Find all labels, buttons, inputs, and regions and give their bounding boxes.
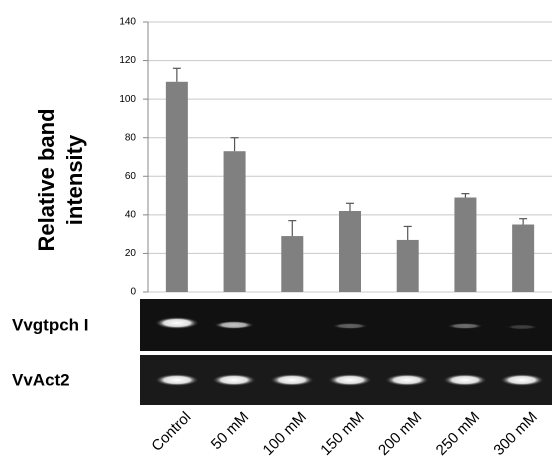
bar [397,240,419,292]
gel-band [155,317,199,329]
y-tick-label: 120 [119,55,136,66]
bar [454,198,476,293]
y-axis-title: Relative band [34,108,59,251]
bar [224,151,246,292]
gel-band [328,374,372,386]
gel-label: Vvgtpch I [12,315,89,334]
page: Relative band intensity Vvgtpch I VvAct2… [0,0,552,475]
y-tick-label: 0 [130,287,136,298]
chart: Relative band intensity Vvgtpch I VvAct2… [0,0,552,475]
y-axis-title: intensity [62,134,87,225]
gel-band [447,323,483,329]
bar [166,82,188,292]
x-tick-label: 200 mM [375,409,425,459]
gel-label: VvAct2 [12,370,70,389]
y-tick-label: 60 [125,171,137,182]
gel-band [214,321,254,329]
x-tick-label: 100 mM [260,409,310,459]
gel-band [155,374,199,386]
y-title-group: Relative band intensity [34,108,87,251]
x-label-group: 250 mM [433,409,483,459]
x-label-group: 300 mM [490,409,540,459]
bar [512,225,534,293]
x-label-group: 200 mM [375,409,425,459]
gel-band [443,374,487,386]
x-label-group: 150 mM [317,409,367,459]
bar [339,211,361,292]
x-label-group: 100 mM [260,409,310,459]
gel-band [500,374,544,386]
y-tick-label: 20 [125,248,137,259]
x-label-group: 50 mM [208,409,252,453]
x-tick-label: 250 mM [433,409,483,459]
x-tick-label: 300 mM [490,409,540,459]
x-tick-label: Control [148,409,194,455]
gel-band [270,374,314,386]
x-tick-label: 50 mM [208,409,252,453]
x-tick-label: 150 mM [317,409,367,459]
gel-band [385,374,429,386]
bar [281,236,303,292]
gel-band [506,325,538,330]
gel-band [212,374,256,386]
y-tick-label: 140 [119,17,136,28]
y-tick-label: 80 [125,132,137,143]
y-tick-label: 100 [119,94,136,105]
x-label-group: Control [148,409,194,455]
y-tick-label: 40 [125,209,137,220]
gel-band [332,323,368,329]
